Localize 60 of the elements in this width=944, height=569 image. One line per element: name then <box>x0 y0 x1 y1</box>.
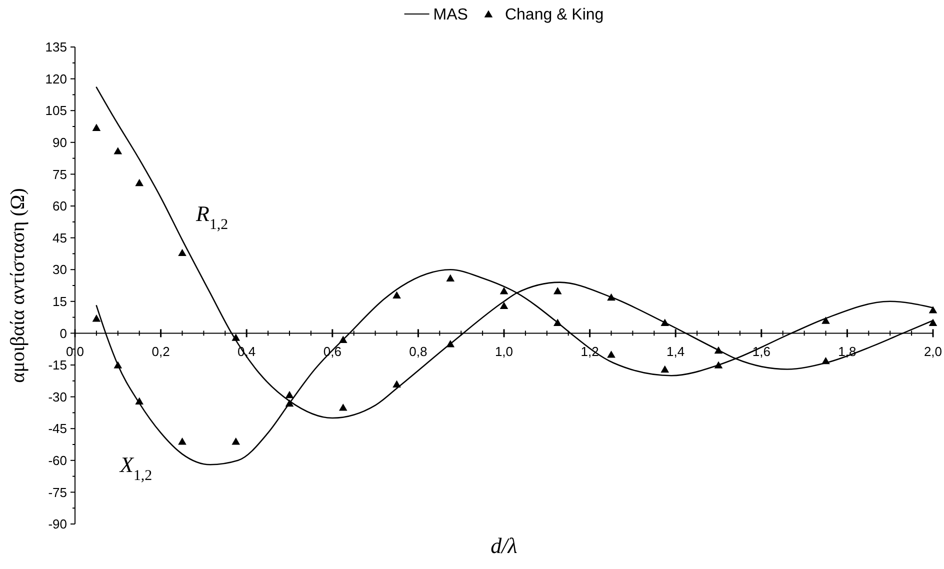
y-tick-label: 45 <box>52 230 67 246</box>
point <box>135 178 144 186</box>
point <box>928 318 938 326</box>
point <box>135 397 144 404</box>
annotation: X$_{1,2}$ <box>119 452 152 484</box>
legend-label: MAS <box>433 6 468 24</box>
point <box>553 286 562 294</box>
point <box>285 390 294 398</box>
y-tick-label: -45 <box>48 421 67 436</box>
legend-label: Chang & King <box>504 6 604 24</box>
point <box>338 404 348 411</box>
y-tick-label: 15 <box>52 294 67 309</box>
point <box>714 346 723 354</box>
y-tick-label: 135 <box>45 40 67 55</box>
point <box>232 334 240 341</box>
y-tick-label: -30 <box>48 389 67 404</box>
y-tick-label: 90 <box>52 134 67 150</box>
point <box>392 291 401 298</box>
y-tick-label: -15 <box>48 358 67 373</box>
x-tick-label: 1,6 <box>752 344 770 360</box>
x-tick-label: 1,4 <box>666 344 685 360</box>
point <box>714 361 723 368</box>
y-tick-label: -90 <box>48 516 67 532</box>
point <box>446 340 455 348</box>
point <box>114 147 122 154</box>
point <box>392 380 401 388</box>
point <box>822 356 830 364</box>
point <box>607 350 616 358</box>
point <box>660 365 670 373</box>
point <box>178 248 186 256</box>
point <box>500 286 508 294</box>
x-tick-label: 2,0 <box>924 344 942 360</box>
point <box>500 302 508 310</box>
point <box>553 318 562 326</box>
y-tick-label: -60 <box>48 452 67 468</box>
point <box>232 438 240 445</box>
point <box>114 361 122 368</box>
point <box>338 336 348 343</box>
x-tick-label: 1,0 <box>494 344 514 360</box>
y-tick-label: -75 <box>48 484 67 500</box>
annotation: R$_{1,2}$ <box>195 201 228 233</box>
point <box>660 318 670 326</box>
point <box>92 314 101 322</box>
point <box>178 438 186 445</box>
x-axis-title: d/λ <box>490 533 518 558</box>
x-tick-label: 0,2 <box>152 344 170 360</box>
point <box>285 399 294 407</box>
y-axis-title: αμοιβαία αντίσταση (Ω) <box>7 188 29 383</box>
y-tick-label: 75 <box>52 166 67 182</box>
point <box>928 306 938 314</box>
y-tick-label: 120 <box>45 71 67 86</box>
point <box>607 293 616 301</box>
point <box>92 124 101 131</box>
point <box>446 274 455 282</box>
y-tick-label: 0 <box>60 326 67 341</box>
x-tick-label: 0,8 <box>409 344 428 360</box>
point <box>822 316 830 324</box>
y-tick-label: 105 <box>45 103 67 118</box>
y-tick-label: 60 <box>52 198 67 214</box>
y-tick-label: 30 <box>52 262 67 278</box>
